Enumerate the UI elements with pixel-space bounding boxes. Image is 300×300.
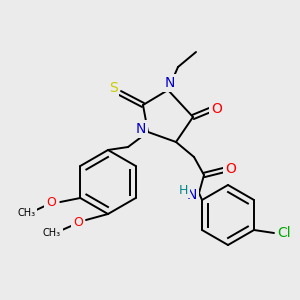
Text: Cl: Cl <box>277 226 291 240</box>
Text: N: N <box>187 188 197 202</box>
Text: O: O <box>212 102 222 116</box>
Text: O: O <box>46 196 56 209</box>
Text: CH₃: CH₃ <box>17 208 35 218</box>
Text: O: O <box>226 162 236 176</box>
Text: CH₃: CH₃ <box>43 228 61 238</box>
Text: O: O <box>73 217 83 230</box>
Text: N: N <box>136 122 146 136</box>
Text: N: N <box>165 76 175 90</box>
Text: S: S <box>109 81 117 95</box>
Text: H: H <box>178 184 188 196</box>
